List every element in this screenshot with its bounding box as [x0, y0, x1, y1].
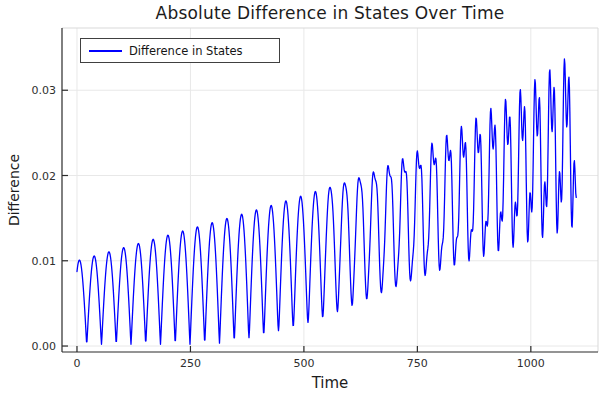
x-tick-label-1000: 1000	[517, 357, 545, 370]
y-tick-label-0.00: 0.00	[22, 340, 56, 353]
series-line-difference-in-states	[77, 59, 576, 344]
legend-entry-label: Difference in States	[129, 44, 243, 58]
y-axis-label: Difference	[6, 28, 22, 352]
line-chart-figure: Absolute Difference in States Over Time …	[0, 0, 600, 400]
y-tick-label-0.03: 0.03	[22, 84, 56, 97]
legend-box: Difference in States	[80, 38, 280, 63]
x-tick-label-250: 250	[180, 357, 201, 370]
y-tick-label-0.02: 0.02	[22, 169, 56, 182]
chart-title: Absolute Difference in States Over Time	[62, 3, 598, 23]
y-tick-label-0.01: 0.01	[22, 254, 56, 267]
x-tick-label-0: 0	[73, 357, 80, 370]
legend-line-sample-icon	[89, 50, 122, 52]
x-tick-label-750: 750	[407, 357, 428, 370]
x-axis-label: Time	[62, 374, 598, 392]
x-tick-label-500: 500	[293, 357, 314, 370]
